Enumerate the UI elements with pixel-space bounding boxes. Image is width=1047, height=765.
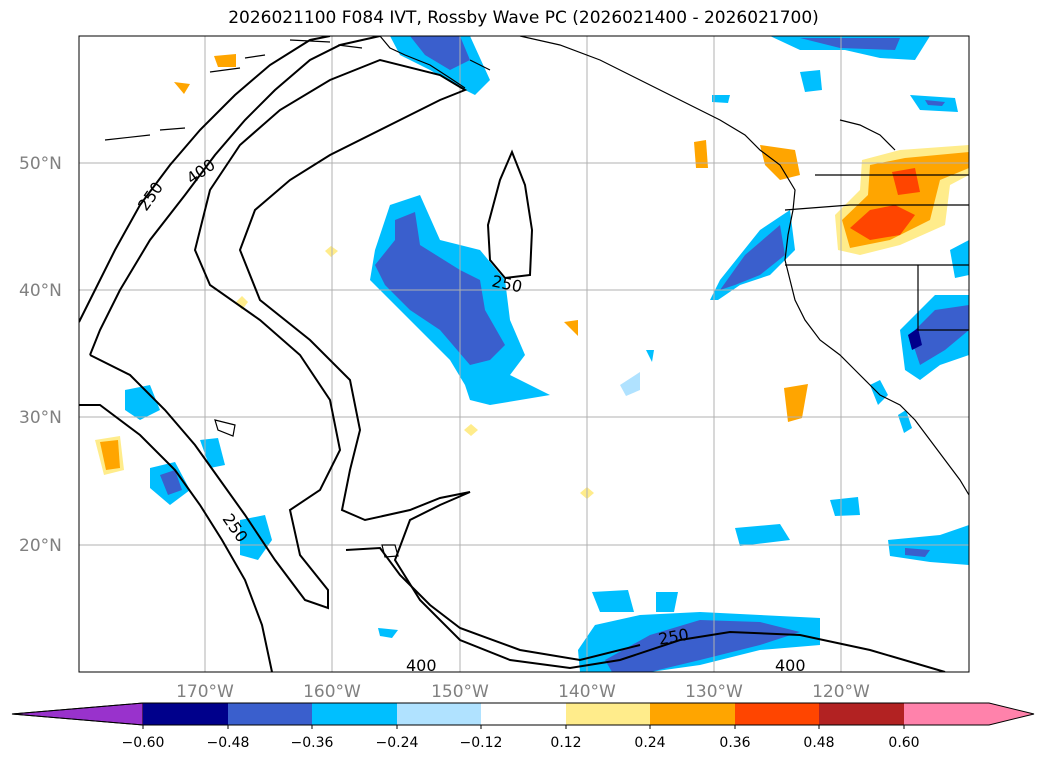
colorbar-tick-label: −0.60 (122, 735, 165, 751)
map-frame (78, 35, 970, 673)
colorbar-tick-label: −0.48 (207, 735, 250, 751)
colorbar: −0.60 −0.48 −0.36 −0.24 −0.12 0.12 0.24 … (11, 702, 1035, 751)
colorbar-bin (819, 703, 904, 725)
map-title: 2026021100 F084 IVT, Rossby Wave PC (202… (228, 8, 819, 28)
map-panel: 250 400 250 250 250 400 400 (79, 36, 969, 675)
colorbar-bin (566, 703, 650, 725)
lon-label: 150°W (431, 682, 489, 702)
contour-labels: 250 400 250 250 250 400 400 (134, 155, 806, 675)
lon-label: 160°W (303, 682, 361, 702)
colorbar-tick-label: 0.12 (550, 735, 581, 751)
ivt-contours (79, 36, 946, 672)
lon-label: 120°W (812, 682, 870, 702)
negative-anomaly-fill (125, 36, 969, 672)
colorbar-extend-over (904, 703, 1034, 725)
lat-label: 30°N (19, 408, 62, 428)
colorbar-tick-label: 0.36 (719, 735, 750, 751)
contour-label: 400 (183, 155, 219, 188)
colorbar-bin (397, 703, 481, 725)
positive-anomaly-fill (95, 54, 969, 499)
colorbar-bin (228, 703, 312, 725)
colorbar-tick-label: 0.60 (888, 735, 919, 751)
colorbar-bin (650, 703, 735, 725)
contour-label: 400 (406, 656, 437, 675)
lon-label: 140°W (558, 682, 616, 702)
colorbar-extend-under (11, 702, 144, 726)
longitude-labels: 170°W 160°W 150°W 140°W 130°W 120°W (176, 682, 870, 702)
colorbar-tick-label: −0.24 (376, 735, 419, 751)
colorbar-tick-label: 0.24 (634, 735, 665, 751)
lon-label: 170°W (176, 682, 234, 702)
lat-label: 20°N (19, 536, 62, 556)
colorbar-bin (312, 703, 397, 725)
lat-label: 50°N (19, 154, 62, 174)
colorbar-tick-label: 0.48 (803, 735, 834, 751)
colorbar-bin (481, 703, 566, 725)
colorbar-tick-label: −0.12 (460, 735, 503, 751)
colorbar-bin (143, 703, 228, 725)
colorbar-tick-label: −0.36 (291, 735, 334, 751)
colorbar-bin (735, 703, 819, 725)
map-gridlines (79, 36, 969, 672)
lat-label: 40°N (19, 281, 62, 301)
latitude-labels: 50°N 40°N 30°N 20°N (19, 154, 62, 556)
lon-label: 130°W (685, 682, 743, 702)
contour-label: 400 (775, 656, 806, 675)
coastlines (104, 36, 969, 558)
